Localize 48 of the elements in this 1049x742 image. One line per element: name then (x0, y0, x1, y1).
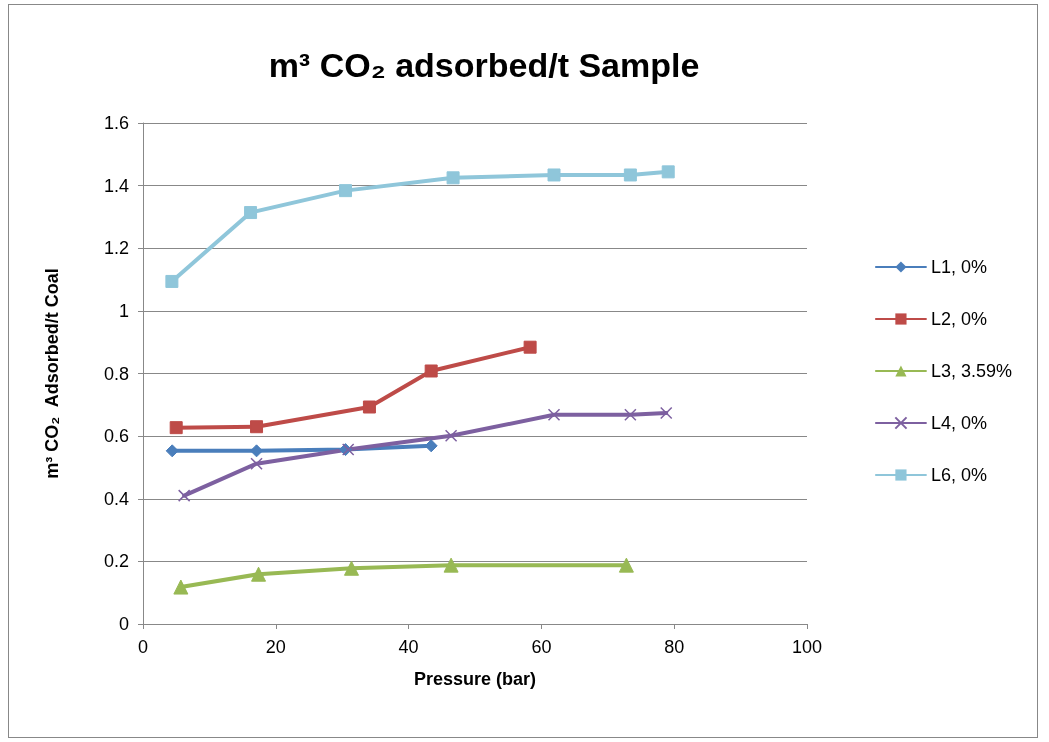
point (523, 340, 537, 354)
point (244, 206, 258, 220)
x-tick-label: 100 (791, 637, 823, 657)
y-axis-title: m³ CO₂ Adsorbed/t Coal (42, 268, 62, 479)
point (443, 557, 459, 573)
legend-label: L6, 0% (930, 465, 987, 485)
point (250, 420, 264, 434)
x-tick-label: 20 (265, 637, 286, 657)
point (547, 408, 561, 422)
point (661, 165, 675, 179)
point (446, 171, 460, 185)
legend-label: L1, 0% (930, 257, 987, 277)
point (250, 444, 264, 458)
point (618, 557, 634, 573)
x-axis-title: Pressure (bar) (413, 669, 537, 689)
y-tick-label: 1 (118, 300, 129, 321)
x-tick-label: 0 (137, 637, 149, 657)
point (165, 444, 179, 458)
y-tick-label: 0.2 (103, 551, 129, 572)
point (344, 560, 359, 576)
point (165, 274, 179, 288)
x-tick-label: 80 (664, 637, 685, 657)
point (173, 579, 189, 595)
x-tick-label: 40 (398, 637, 419, 657)
point (177, 489, 191, 502)
y-tick-label: 0 (118, 614, 129, 634)
point (339, 184, 353, 198)
x-tick-label: 60 (531, 637, 552, 657)
y-tick-label: 1.6 (103, 113, 129, 133)
y-tick-label: 0.6 (103, 426, 129, 447)
legend-label: L4, 0% (930, 413, 987, 433)
y-tick-label: 1.4 (103, 175, 129, 196)
point (362, 400, 376, 414)
point (444, 429, 458, 443)
legend-label: L3, 3.59% (930, 361, 1012, 381)
point (623, 168, 637, 182)
point (424, 364, 438, 378)
point (250, 457, 263, 470)
chart-title: m³ CO₂ adsorbed/t Sample (268, 46, 700, 84)
y-tick-label: 0.4 (103, 488, 129, 509)
y-tick-label: 0.8 (103, 363, 129, 384)
point (624, 408, 637, 422)
point (547, 168, 561, 182)
point (659, 406, 673, 420)
legend-label: L2, 0% (930, 309, 987, 329)
y-tick-label: 1.2 (103, 238, 129, 259)
point (169, 421, 183, 435)
point (251, 566, 267, 582)
